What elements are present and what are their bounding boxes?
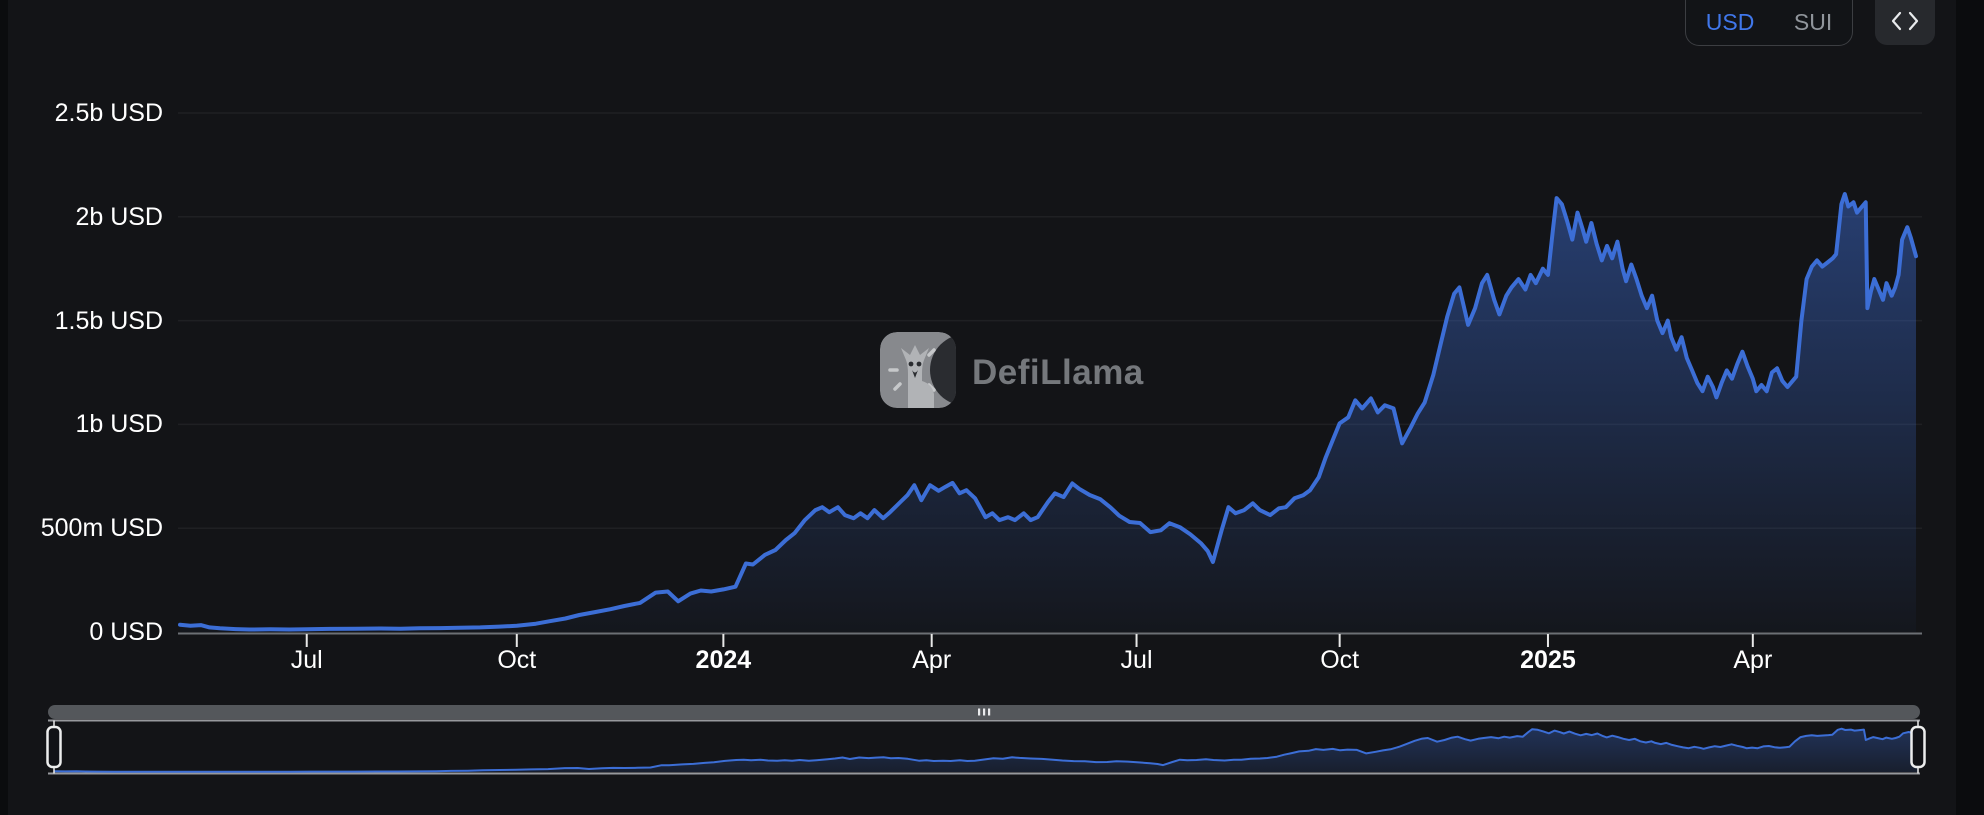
page-gutter-left <box>0 0 8 815</box>
x-axis-label: Jul <box>1120 646 1153 674</box>
y-axis-label: 1.5b USD <box>54 306 163 335</box>
x-axis-label: Apr <box>912 646 952 674</box>
x-axis-label: Oct <box>497 646 537 674</box>
code-embed-icon <box>1891 11 1919 34</box>
brush-mini-area <box>54 728 1918 772</box>
x-axis-label: 2025 <box>1520 646 1576 674</box>
x-axis-label: Apr <box>1733 646 1773 674</box>
y-axis-label: 2b USD <box>75 202 163 231</box>
drag-grip-icon[interactable] <box>978 708 981 716</box>
brush-mini-line <box>53 727 1919 773</box>
currency-option-sui[interactable]: SUI <box>1786 7 1840 38</box>
page-gutter-right <box>1956 0 1984 815</box>
y-axis-label: 1b USD <box>75 410 163 439</box>
brush-handle-right[interactable] <box>1910 725 1926 769</box>
y-axis-label: 0 USD <box>89 618 163 646</box>
tvl-line <box>178 192 1918 632</box>
embed-code-button[interactable] <box>1875 0 1935 45</box>
y-axis-label: 500m USD <box>40 514 163 543</box>
drag-grip-icon[interactable] <box>983 708 986 716</box>
brush-handle-left[interactable] <box>46 725 62 769</box>
currency-toggle: USD SUI <box>1685 0 1853 46</box>
x-axis-label: Oct <box>1320 646 1360 674</box>
x-axis-label: Jul <box>290 646 323 674</box>
tvl-area-fill <box>180 194 1916 632</box>
currency-option-usd[interactable]: USD <box>1698 7 1763 38</box>
drag-grip-icon[interactable] <box>988 708 991 716</box>
x-axis-label: 2024 <box>695 646 752 674</box>
y-axis-label: 2.5b USD <box>54 99 163 127</box>
